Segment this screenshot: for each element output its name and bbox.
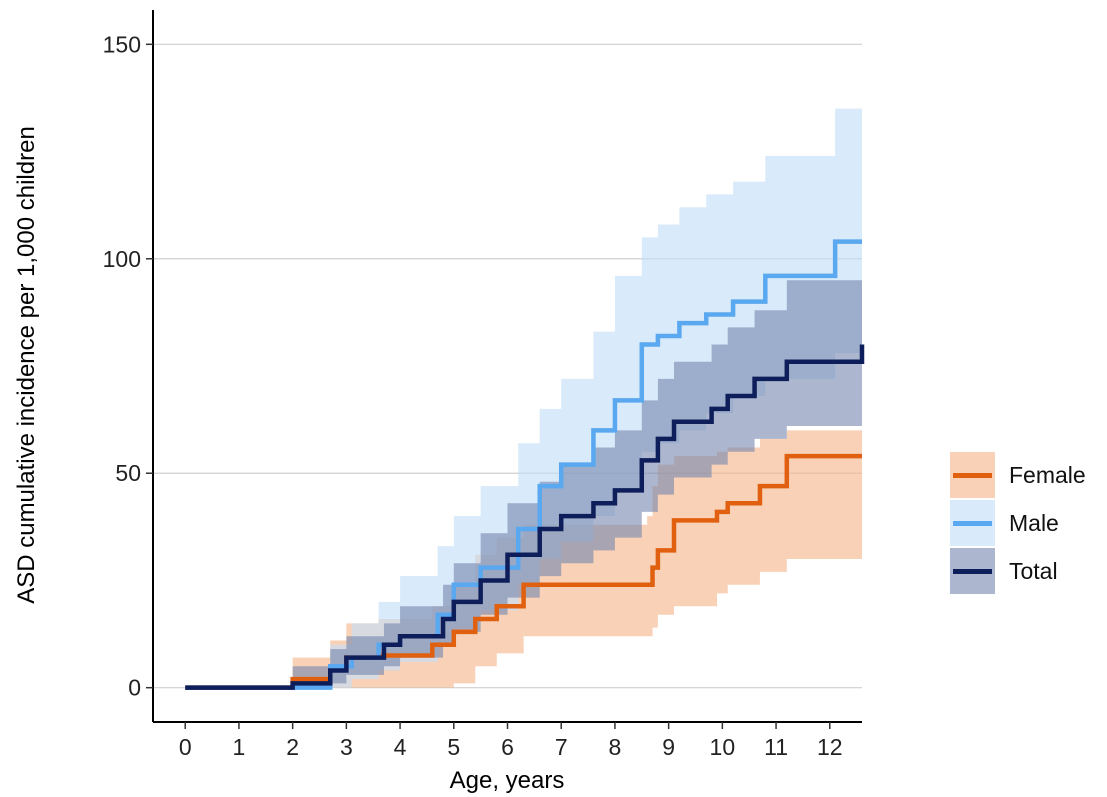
- x-tick-label-4: 4: [394, 734, 407, 760]
- y-axis-title: ASD cumulative incidence per 1,000 child…: [13, 126, 40, 604]
- legend-key-total: [950, 548, 995, 594]
- line-total: [185, 344, 865, 690]
- x-tick-label-6: 6: [501, 734, 514, 760]
- confidence-bands: [185, 108, 862, 688]
- band-male: [185, 108, 862, 688]
- x-tick-label-2: 2: [286, 734, 299, 760]
- y-tick-label-100: 100: [103, 246, 141, 272]
- x-axis-title: Age, years: [450, 767, 565, 794]
- legend-key-male: [950, 500, 995, 546]
- x-tick-label-8: 8: [609, 734, 622, 760]
- legend-key-female: [950, 452, 995, 498]
- x-tick-label-12: 12: [817, 734, 843, 760]
- y-tick-label-50: 50: [115, 460, 141, 486]
- legend: Female Male Total: [950, 452, 1100, 596]
- x-tick-label-7: 7: [555, 734, 568, 760]
- x-tick-label-1: 1: [233, 734, 246, 760]
- y-tick-label-0: 0: [128, 675, 141, 701]
- legend-label-male: Male: [1009, 510, 1059, 536]
- legend-label-female: Female: [1009, 462, 1086, 488]
- x-tick-label-3: 3: [340, 734, 353, 760]
- x-tick-label-0: 0: [179, 734, 192, 760]
- series-lines: [185, 239, 865, 690]
- y-tick-label-150: 150: [103, 31, 141, 57]
- legend-label-total: Total: [1009, 558, 1058, 584]
- x-tick-label-11: 11: [764, 734, 788, 760]
- band-total: [185, 263, 862, 688]
- x-tick-label-5: 5: [447, 734, 460, 760]
- x-tick-label-9: 9: [662, 734, 675, 760]
- legend-item-male: Male: [950, 500, 1100, 548]
- legend-item-total: Total: [950, 548, 1100, 596]
- legend-item-female: Female: [950, 452, 1100, 500]
- x-tick-label-10: 10: [710, 734, 736, 760]
